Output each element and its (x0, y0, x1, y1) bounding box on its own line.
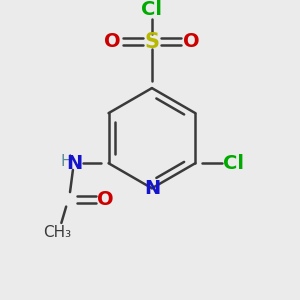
Text: H: H (60, 154, 72, 169)
Text: Cl: Cl (223, 154, 244, 173)
Text: O: O (104, 32, 121, 51)
Text: S: S (144, 32, 159, 52)
Text: CH₃: CH₃ (44, 225, 72, 240)
Text: O: O (183, 32, 200, 51)
Text: O: O (97, 190, 114, 209)
Text: N: N (67, 154, 83, 173)
Text: N: N (144, 179, 160, 198)
Text: Cl: Cl (141, 0, 162, 19)
